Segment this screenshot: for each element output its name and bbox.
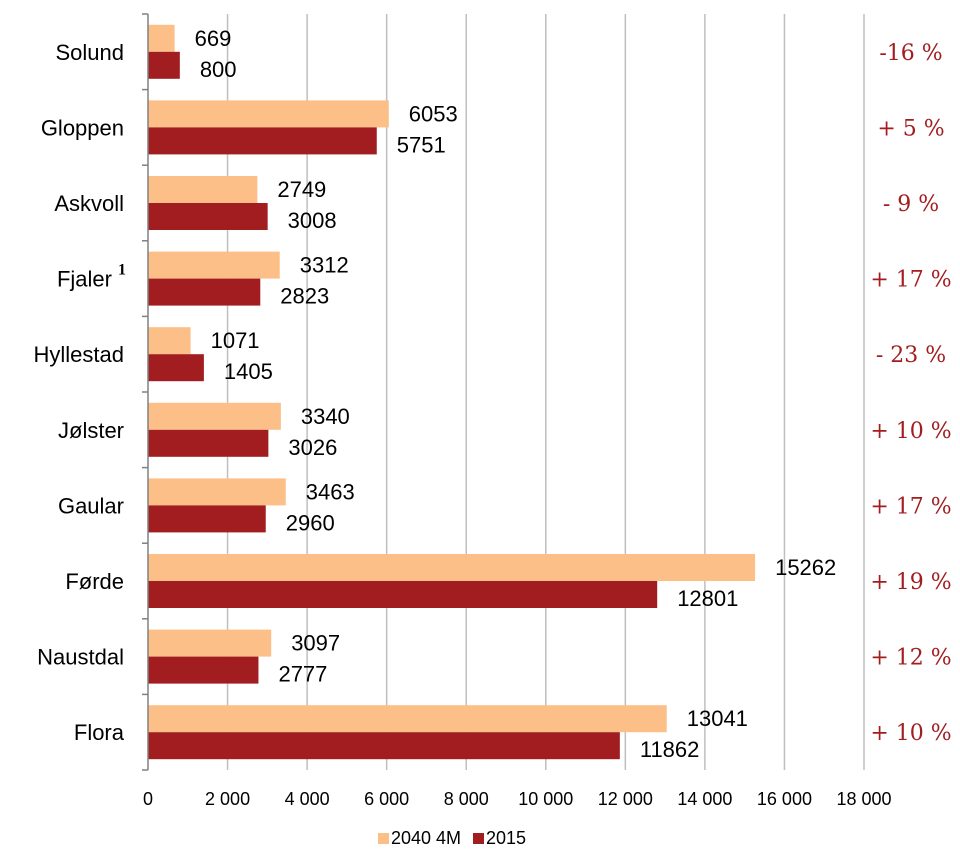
category-label: Hyllestad (34, 342, 124, 367)
data-label: 3340 (301, 404, 350, 429)
data-label: 3463 (306, 479, 355, 504)
category-label: Solund (55, 40, 124, 65)
category-label: Flora (74, 720, 125, 745)
bar-2040-4m-0 (148, 24, 175, 52)
bar-2015-9 (148, 732, 620, 760)
x-tick-label: 8 000 (444, 789, 489, 809)
data-label: 1071 (211, 328, 260, 353)
change-label: + 17 % (870, 494, 951, 519)
category-labels: Solund Gloppen Askvoll Fjaler 1 Hyllestad Jøls… (34, 40, 126, 745)
bar-2015-8 (148, 656, 259, 684)
data-labels: 669 800 6053 5751 2749 3008 3312 2823 1071 1405 33… (195, 26, 837, 762)
bar-2015-2 (148, 203, 268, 230)
change-label: + 19 % (870, 570, 951, 595)
x-tick-label: 16 000 (757, 789, 812, 809)
data-label: 2777 (278, 662, 327, 687)
bar-2015-0 (148, 51, 180, 79)
legend-label: 2040 4M (391, 828, 461, 848)
bars (148, 24, 756, 760)
data-label: 12801 (677, 586, 738, 611)
category-label: Gaular (58, 493, 124, 518)
legend: 2040 4M 2015 (378, 828, 526, 848)
change-label: + 5 % (877, 116, 944, 141)
bar-2015-3 (148, 278, 261, 306)
data-label: 3097 (291, 631, 340, 656)
category-label: Fjaler (57, 267, 112, 292)
change-label: -16 % (879, 41, 942, 66)
bar-2015-6 (148, 505, 266, 533)
data-label: 5751 (397, 132, 446, 157)
x-tick-label: 18 000 (836, 789, 891, 809)
category-label: Gloppen (41, 115, 124, 140)
x-tick-label: 0 (143, 789, 153, 809)
data-label: 3312 (300, 253, 349, 278)
category-label: Jølster (58, 418, 124, 443)
change-label: - 23 % (876, 343, 946, 368)
category-label: Førde (65, 569, 124, 594)
legend-label: 2015 (486, 828, 526, 848)
bar-2040-4m-3 (148, 251, 280, 279)
bar-2040-4m-7 (148, 554, 756, 581)
data-label: 669 (195, 26, 232, 51)
data-label: 15262 (775, 555, 836, 580)
data-label: 11862 (640, 737, 700, 762)
x-tick-labels: 0 2 000 4 000 6 000 8 000 10 000 12 000 14 000 1… (143, 789, 892, 809)
change-label: + 17 % (870, 268, 951, 293)
legend-swatch (473, 833, 484, 844)
bar-2040-4m-9 (148, 705, 667, 733)
data-label: 6053 (409, 101, 458, 126)
bar-2040-4m-2 (148, 176, 258, 203)
bar-2015-1 (148, 127, 377, 155)
bar-2015-5 (148, 429, 269, 457)
category-superscript: 1 (118, 262, 126, 279)
x-tick-label: 2 000 (205, 789, 250, 809)
bar-2015-4 (148, 354, 204, 382)
data-label: 2823 (280, 284, 329, 309)
bar-2040-4m-8 (148, 629, 272, 657)
x-tick-label: 12 000 (598, 789, 653, 809)
bar-2040-4m-5 (148, 402, 281, 430)
x-tick-label: 4 000 (285, 789, 330, 809)
bar-2040-4m-6 (148, 478, 286, 506)
bar-2040-4m-4 (148, 327, 191, 355)
change-labels: -16 % + 5 % - 9 % + 17 % - 23 % + 10 % + 17 % +… (870, 41, 951, 746)
data-label: 2749 (277, 177, 326, 202)
bar-2015-7 (148, 581, 658, 608)
category-label: Naustdal (37, 645, 124, 670)
change-label: + 10 % (870, 721, 951, 746)
change-label: + 10 % (870, 419, 951, 444)
axes (142, 13, 149, 771)
data-label: 3008 (288, 208, 337, 233)
x-tick-label: 14 000 (677, 789, 732, 809)
data-label: 13041 (687, 706, 748, 731)
category-label: Askvoll (54, 191, 124, 216)
bar-2040-4m-1 (148, 100, 389, 128)
change-label: + 12 % (870, 646, 951, 671)
data-label: 3026 (288, 435, 337, 460)
legend-swatch (378, 833, 389, 844)
x-tick-label: 10 000 (518, 789, 573, 809)
change-label: - 9 % (883, 192, 939, 217)
data-label: 800 (200, 57, 237, 82)
data-label: 2960 (286, 510, 335, 535)
data-label: 1405 (224, 359, 273, 384)
x-tick-label: 6 000 (364, 789, 409, 809)
